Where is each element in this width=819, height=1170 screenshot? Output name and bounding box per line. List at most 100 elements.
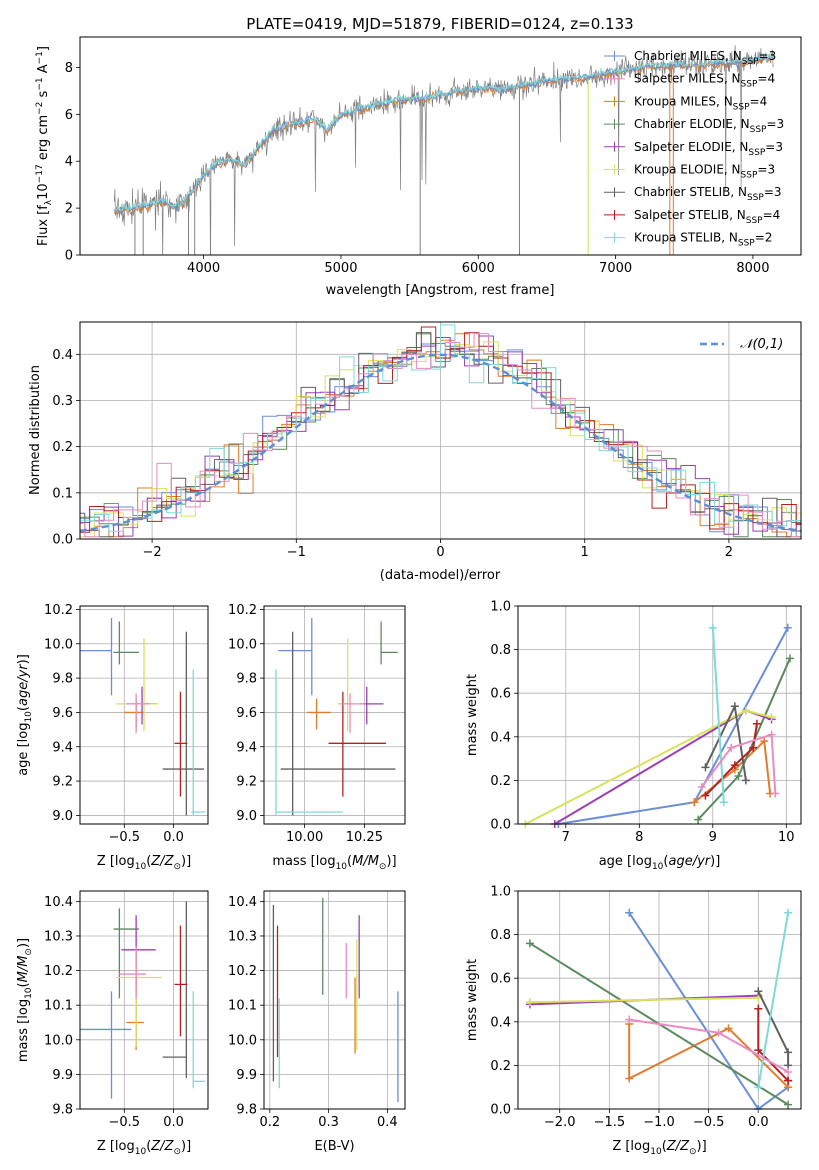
x-tick-label: 0.3 xyxy=(318,1115,339,1130)
y-tick-label: 0.4 xyxy=(490,730,511,745)
age_vs_Z-panel: −0.5 0.0 9.0 9.2 9.4 9.6 9.8 10.0 10.2 Z [log10(Z… xyxy=(16,603,209,872)
x-tick-label: 0.4 xyxy=(377,1115,398,1130)
y-axis-label: Normed distribution xyxy=(28,365,43,495)
y-tick-label: 1.0 xyxy=(490,885,511,900)
x-tick-label: 0.0 xyxy=(163,1115,184,1130)
weight-marker xyxy=(783,623,792,632)
weight-line xyxy=(697,657,791,821)
legend-label: Kroupa ELODIE, NSSP=3 xyxy=(634,163,775,181)
x-axis-label: mass [log10(M/M⊙)] xyxy=(272,854,396,872)
weight-line xyxy=(529,996,759,1004)
y-axis-label: mass weight xyxy=(465,959,480,1041)
y-tick-label: 0.2 xyxy=(490,774,511,789)
y-tick-label: 9.6 xyxy=(236,706,257,721)
y-tick-label: 10.0 xyxy=(228,1033,257,1048)
x-tick-label: −2 xyxy=(143,545,162,560)
weight-marker xyxy=(690,798,699,807)
legend-label: Salpeter STELIB, NSSP=4 xyxy=(634,208,780,226)
weight-marker xyxy=(625,1015,634,1024)
weight-marker xyxy=(741,706,750,715)
weight-line xyxy=(628,912,789,1109)
weight-marker xyxy=(525,998,534,1007)
y-tick-label: 10.3 xyxy=(44,929,73,944)
x-tick-label: 6000 xyxy=(462,261,495,276)
y-tick-label: 9.0 xyxy=(52,809,73,824)
y-tick-label: 10.0 xyxy=(44,637,73,652)
y-tick-label: 9.9 xyxy=(236,1068,257,1083)
age_vs_mass-panel: 10.00 10.25 9.0 9.2 9.4 9.6 9.8 10.0 10.2 mass [l… xyxy=(228,603,406,872)
axes-frame xyxy=(263,605,406,825)
x-tick-label: −1 xyxy=(287,545,306,560)
y-tick-label: 9.0 xyxy=(236,809,257,824)
legend-label: Chabrier MILES, NSSP=3 xyxy=(634,49,776,67)
weight-marker xyxy=(730,702,739,711)
y-axis-label: mass [log10(M/M⊙)] xyxy=(16,938,34,1062)
x-tick-label: −1.5 xyxy=(594,1115,626,1130)
x-axis-label: Z [log10(Z/Z⊙)] xyxy=(97,854,191,872)
y-tick-label: 9.2 xyxy=(236,775,257,790)
legend-label: Salpeter ELODIE, NSSP=3 xyxy=(634,140,783,158)
weight-marker xyxy=(625,1074,634,1083)
x-axis-label: age [log10(age/yr)] xyxy=(599,854,721,872)
y-tick-label: 0.4 xyxy=(490,1015,511,1030)
y-tick-label: 0.6 xyxy=(490,972,511,987)
weight-marker xyxy=(784,1067,793,1076)
weight-marker xyxy=(734,772,743,781)
y-tick-label: 0.6 xyxy=(490,687,511,702)
weight-marker xyxy=(730,761,739,770)
y-tick-label: 9.8 xyxy=(52,672,73,687)
weight-marker xyxy=(714,1028,723,1037)
x-tick-label: 0 xyxy=(436,545,444,560)
x-tick-label: −0.5 xyxy=(693,1115,725,1130)
x-tick-label: 10 xyxy=(778,830,795,845)
weight-marker xyxy=(741,776,750,785)
y-tick-label: 9.8 xyxy=(52,1103,73,1118)
weight-marker xyxy=(767,713,776,722)
y-axis-label: Flux [fλ10−17 erg cm−2 s−1 A−1] xyxy=(35,46,54,246)
residual-histogram xyxy=(80,326,801,533)
x-tick-label: 0.2 xyxy=(260,1115,281,1130)
weight-marker xyxy=(767,730,776,739)
y-tick-label: 0.4 xyxy=(52,348,73,363)
axes-frame xyxy=(517,605,802,825)
weight-marker xyxy=(719,798,728,807)
mass_vs_Z-panel: −0.5 0.0 9.8 9.9 10.0 10.1 10.2 10.3 10.4 Z [log1… xyxy=(16,890,209,1157)
y-tick-label: 0.2 xyxy=(52,440,73,455)
residual-histogram xyxy=(80,333,801,538)
x-axis-label: (data-model)/error xyxy=(380,568,501,583)
weight-marker xyxy=(701,763,710,772)
legend-label: 𝒩(0,1) xyxy=(740,337,783,352)
x-axis-label: Z [log10(Z/Z⊙)] xyxy=(612,1139,706,1157)
weight-marker xyxy=(625,908,634,917)
weight-marker xyxy=(784,1048,793,1057)
x-tick-label: 8000 xyxy=(736,261,769,276)
y-tick-label: 0.0 xyxy=(490,818,511,833)
residual-histogram xyxy=(80,324,801,538)
axes-frame xyxy=(79,321,802,540)
model-spectrum xyxy=(113,53,774,214)
weight-marker xyxy=(752,719,761,728)
y-tick-label: 10.4 xyxy=(44,895,73,910)
x-axis-label: wavelength [Angstrom, rest frame] xyxy=(326,283,555,298)
x-tick-label: 1 xyxy=(581,545,589,560)
y-tick-label: 9.9 xyxy=(52,1068,73,1083)
weight-marker xyxy=(697,782,706,791)
y-tick-label: 0 xyxy=(65,249,73,264)
axes-frame xyxy=(517,890,802,1110)
data-spectrum xyxy=(113,45,774,255)
residuals-panel: −2 −1 0 1 2 0.0 0.1 0.2 0.3 0.4 𝒩(0,1) (data-model)… xyxy=(28,321,802,583)
y-tick-label: 10.2 xyxy=(44,964,73,979)
weight_vs_age-panel: 7 8 9 10 0.0 0.2 0.4 0.6 0.8 1.0 age [log10(age/yr… xyxy=(465,600,802,872)
weight-marker xyxy=(727,743,736,752)
legend-label: Kroupa MILES, NSSP=4 xyxy=(634,94,767,112)
x-axis-label: E(B-V) xyxy=(314,1139,354,1154)
y-tick-label: 2 xyxy=(65,202,73,217)
y-axis-label: mass weight xyxy=(465,674,480,756)
weight-line xyxy=(711,627,725,803)
x-tick-label: 4000 xyxy=(187,261,220,276)
legend-label: Chabrier STELIB, NSSP=3 xyxy=(634,185,782,203)
weight-marker xyxy=(724,1024,733,1033)
weight-marker xyxy=(785,654,794,663)
y-tick-label: 9.4 xyxy=(52,740,73,755)
